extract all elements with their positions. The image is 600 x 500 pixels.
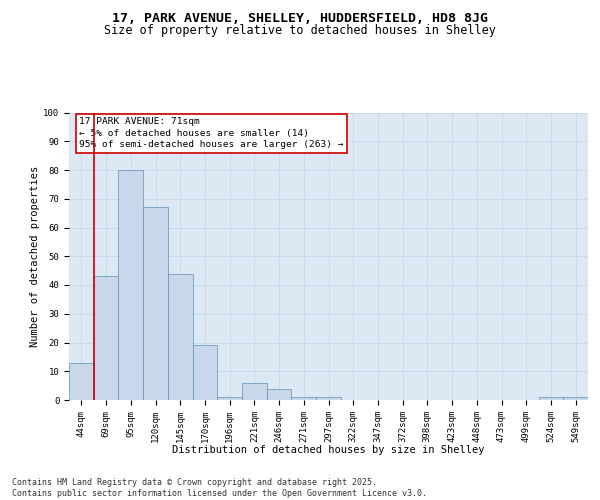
Bar (118, 170, 143, 400)
Bar (168, 274, 193, 400)
Bar (94, 276, 118, 400)
Bar (143, 208, 168, 400)
Y-axis label: Number of detached properties: Number of detached properties (31, 166, 40, 347)
Bar (292, 397, 316, 400)
Bar (539, 397, 563, 400)
X-axis label: Distribution of detached houses by size in Shelley: Distribution of detached houses by size … (172, 445, 485, 455)
Text: Size of property relative to detached houses in Shelley: Size of property relative to detached ho… (104, 24, 496, 37)
Bar (316, 397, 341, 400)
Bar (217, 397, 242, 400)
Bar (267, 388, 292, 400)
Text: 17 PARK AVENUE: 71sqm
← 5% of detached houses are smaller (14)
95% of semi-detac: 17 PARK AVENUE: 71sqm ← 5% of detached h… (79, 117, 344, 150)
Bar (242, 383, 267, 400)
Bar (563, 397, 588, 400)
Text: Contains HM Land Registry data © Crown copyright and database right 2025.
Contai: Contains HM Land Registry data © Crown c… (12, 478, 427, 498)
Bar (69, 362, 94, 400)
Bar (193, 346, 217, 400)
Text: 17, PARK AVENUE, SHELLEY, HUDDERSFIELD, HD8 8JG: 17, PARK AVENUE, SHELLEY, HUDDERSFIELD, … (112, 12, 488, 26)
